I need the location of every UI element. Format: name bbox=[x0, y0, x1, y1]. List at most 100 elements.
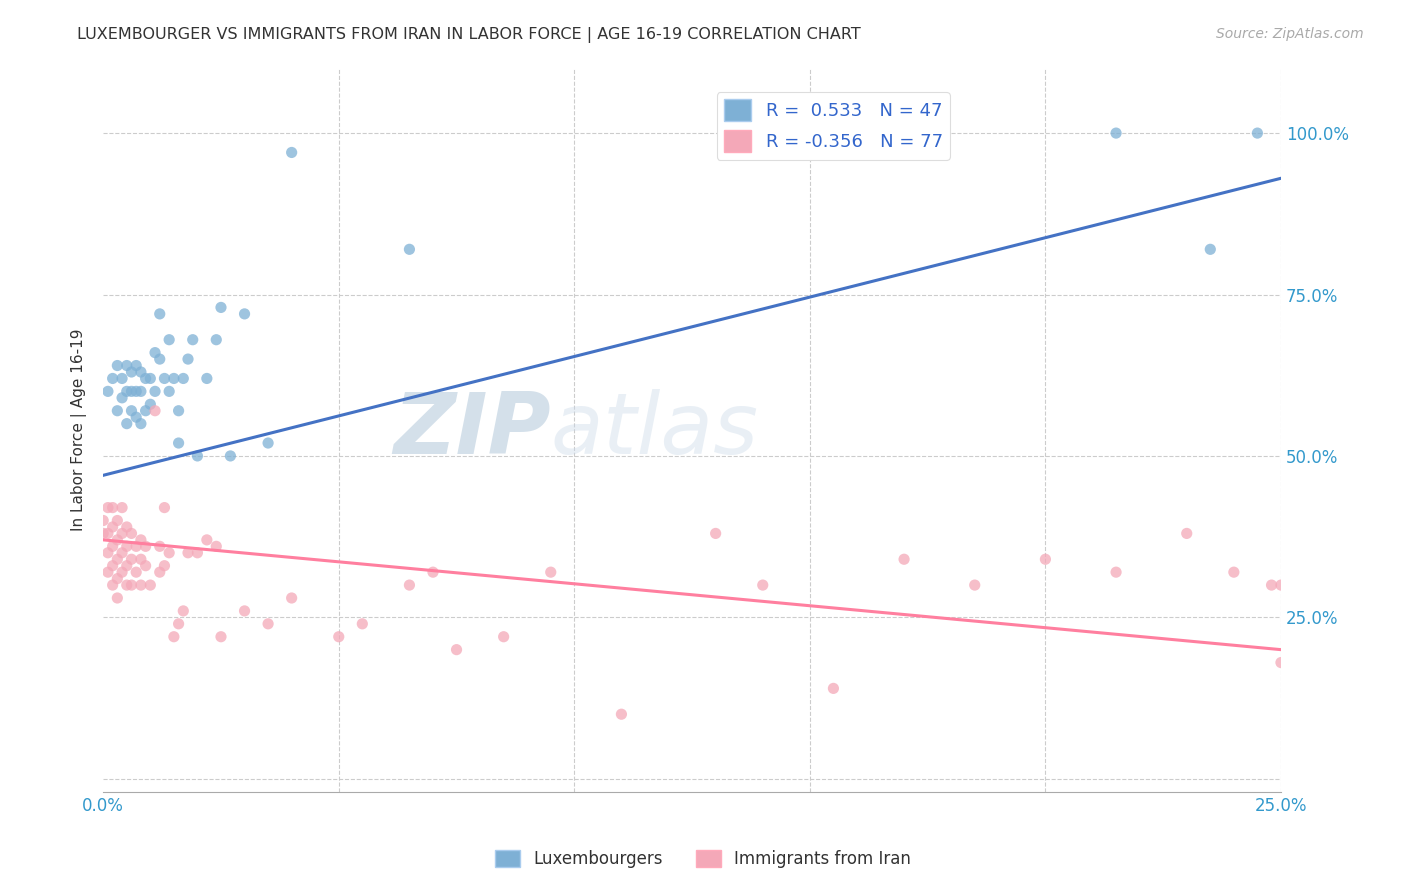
Point bbox=[492, 630, 515, 644]
Point bbox=[115, 384, 138, 399]
Point bbox=[167, 403, 190, 417]
Text: ZIP: ZIP bbox=[394, 389, 551, 472]
Point bbox=[129, 578, 152, 592]
Point bbox=[205, 539, 228, 553]
Point bbox=[143, 403, 166, 417]
Point bbox=[105, 572, 128, 586]
Point bbox=[129, 552, 152, 566]
Point bbox=[121, 365, 143, 379]
Point bbox=[153, 500, 176, 515]
Point bbox=[233, 604, 256, 618]
Point bbox=[1270, 578, 1292, 592]
Point bbox=[125, 410, 148, 425]
Point bbox=[153, 558, 176, 573]
Point bbox=[751, 578, 773, 592]
Point bbox=[195, 371, 218, 385]
Point bbox=[1105, 126, 1128, 140]
Point bbox=[101, 578, 124, 592]
Point bbox=[233, 307, 256, 321]
Text: Source: ZipAtlas.com: Source: ZipAtlas.com bbox=[1216, 27, 1364, 41]
Point bbox=[167, 616, 190, 631]
Point bbox=[1270, 656, 1292, 670]
Point bbox=[139, 397, 162, 411]
Point bbox=[398, 243, 420, 257]
Point bbox=[115, 558, 138, 573]
Point bbox=[1175, 526, 1198, 541]
Point bbox=[97, 526, 120, 541]
Point bbox=[125, 359, 148, 373]
Point bbox=[139, 371, 162, 385]
Point bbox=[167, 436, 190, 450]
Point bbox=[101, 539, 124, 553]
Point bbox=[129, 384, 152, 399]
Point bbox=[186, 449, 208, 463]
Point bbox=[280, 145, 302, 160]
Point bbox=[153, 371, 176, 385]
Point bbox=[963, 578, 986, 592]
Point bbox=[105, 359, 128, 373]
Point bbox=[115, 539, 138, 553]
Point bbox=[149, 565, 172, 579]
Point bbox=[1199, 243, 1222, 257]
Point bbox=[398, 578, 420, 592]
Point bbox=[125, 384, 148, 399]
Point bbox=[1105, 565, 1128, 579]
Point bbox=[129, 365, 152, 379]
Point bbox=[125, 565, 148, 579]
Point bbox=[1294, 578, 1316, 592]
Point bbox=[105, 514, 128, 528]
Point bbox=[209, 301, 232, 315]
Point bbox=[101, 371, 124, 385]
Point bbox=[1035, 552, 1057, 566]
Text: LUXEMBOURGER VS IMMIGRANTS FROM IRAN IN LABOR FORCE | AGE 16-19 CORRELATION CHAR: LUXEMBOURGER VS IMMIGRANTS FROM IRAN IN … bbox=[77, 27, 860, 43]
Point bbox=[186, 546, 208, 560]
Point bbox=[91, 514, 114, 528]
Point bbox=[1223, 565, 1246, 579]
Point bbox=[177, 352, 200, 367]
Point bbox=[149, 539, 172, 553]
Point bbox=[177, 546, 200, 560]
Point bbox=[446, 642, 468, 657]
Point bbox=[422, 565, 444, 579]
Point bbox=[111, 526, 134, 541]
Point bbox=[1246, 126, 1268, 140]
Point bbox=[823, 681, 845, 696]
Point bbox=[97, 546, 120, 560]
Point bbox=[105, 403, 128, 417]
Point bbox=[135, 558, 157, 573]
Point bbox=[205, 333, 228, 347]
Point bbox=[111, 546, 134, 560]
Point bbox=[172, 604, 194, 618]
Point bbox=[115, 417, 138, 431]
Point bbox=[97, 565, 120, 579]
Point bbox=[172, 371, 194, 385]
Point bbox=[1279, 539, 1302, 553]
Point bbox=[163, 371, 186, 385]
Point bbox=[540, 565, 562, 579]
Point bbox=[143, 345, 166, 359]
Point bbox=[101, 500, 124, 515]
Point bbox=[704, 526, 727, 541]
Point bbox=[97, 384, 120, 399]
Point bbox=[101, 520, 124, 534]
Point bbox=[610, 707, 633, 722]
Point bbox=[1260, 578, 1282, 592]
Point bbox=[115, 520, 138, 534]
Point bbox=[157, 333, 180, 347]
Point bbox=[115, 578, 138, 592]
Point bbox=[97, 500, 120, 515]
Point bbox=[115, 359, 138, 373]
Point bbox=[111, 565, 134, 579]
Point bbox=[893, 552, 915, 566]
Point bbox=[181, 333, 204, 347]
Point bbox=[209, 630, 232, 644]
Point bbox=[129, 417, 152, 431]
Point bbox=[105, 533, 128, 547]
Point bbox=[111, 371, 134, 385]
Legend: R =  0.533   N = 47, R = -0.356   N = 77: R = 0.533 N = 47, R = -0.356 N = 77 bbox=[717, 92, 950, 160]
Point bbox=[219, 449, 242, 463]
Point bbox=[135, 539, 157, 553]
Point bbox=[121, 552, 143, 566]
Point bbox=[163, 630, 186, 644]
Point bbox=[101, 558, 124, 573]
